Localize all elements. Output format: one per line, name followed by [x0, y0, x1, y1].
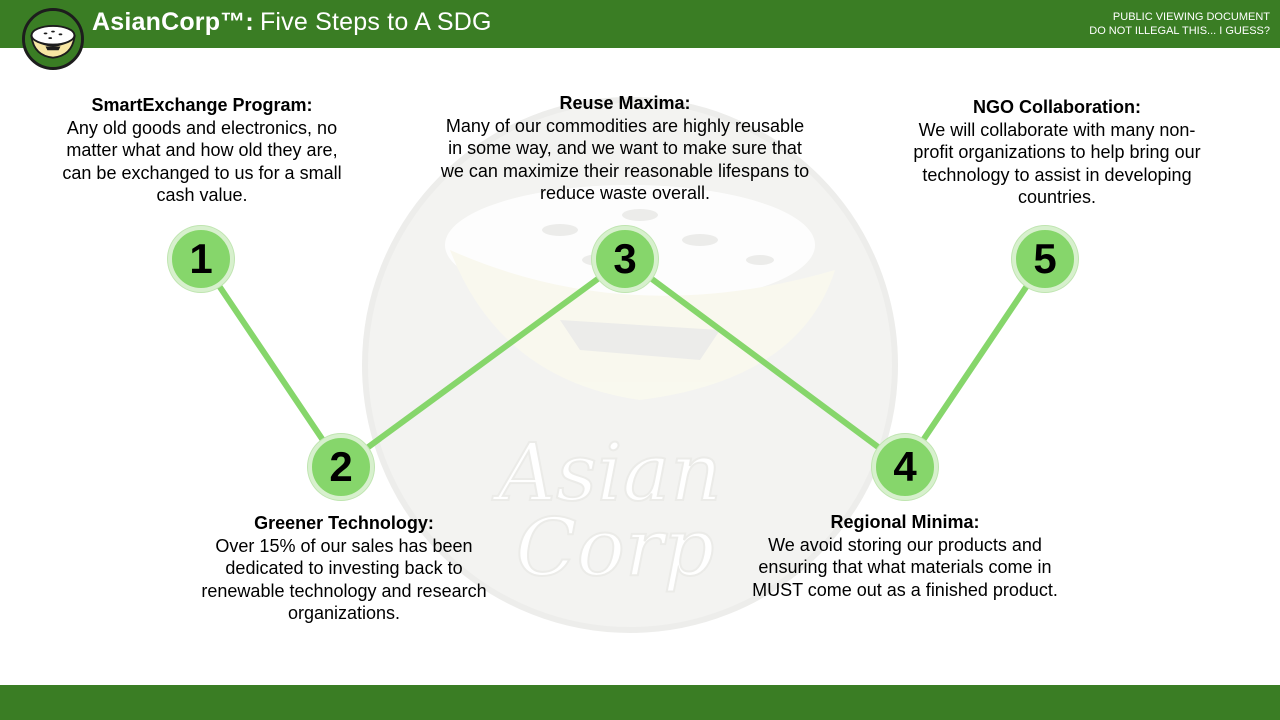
step-number: 5 [1033, 235, 1057, 282]
step-number: 1 [189, 235, 213, 282]
step-description: We avoid storing our products and ensuri… [752, 534, 1058, 600]
step-text-4: Regional Minima: We avoid storing our pr… [748, 511, 1062, 601]
footer-bar [0, 685, 1280, 720]
step-text-2: Greener Technology: Over 15% of our sale… [194, 512, 494, 625]
step-title: Reuse Maxima: [559, 93, 691, 113]
step-title: NGO Collaboration: [973, 97, 1141, 117]
step-number: 4 [893, 443, 917, 490]
step-title: Regional Minima: [830, 512, 980, 532]
watermark-text-line2: Corp [516, 501, 715, 594]
step-title: Greener Technology: [254, 513, 434, 533]
watermark-text-line1: Asian [491, 426, 722, 519]
connector-3-4 [622, 256, 908, 470]
step-description: We will collaborate with many non-profit… [913, 119, 1201, 208]
connector-4-5 [902, 256, 1048, 470]
header-bar [0, 0, 1280, 48]
step-text-5: NGO Collaboration: We will collaborate w… [902, 96, 1212, 209]
step-text-3: Reuse Maxima: Many of our commodities ar… [440, 92, 810, 205]
page-title: AsianCorp™: Five Steps to A SDG [92, 8, 492, 37]
page-subtitle: Five Steps to A SDG [259, 8, 492, 36]
step-node-5: 5 [1012, 226, 1078, 292]
step-title: SmartExchange Program: [91, 95, 313, 115]
logo [22, 8, 84, 70]
notice-line-1: PUBLIC VIEWING DOCUMENT [1112, 11, 1270, 23]
viewing-notice: PUBLIC VIEWING DOCUMENT DO NOT ILLEGAL T… [1089, 10, 1270, 38]
step-node-3: 3 [592, 226, 658, 292]
connector-2-3 [338, 256, 628, 470]
step-text-1: SmartExchange Program: Any old goods and… [52, 94, 352, 207]
step-node-4: 4 [872, 434, 938, 500]
connector-1-2 [198, 256, 344, 470]
step-description: Any old goods and electronics, no matter… [62, 117, 342, 206]
step-number: 2 [329, 443, 353, 490]
step-description: Over 15% of our sales has been dedicated… [201, 535, 487, 624]
brand-name: AsianCorp™: [92, 8, 254, 36]
step-description: Many of our commodities are highly reusa… [440, 115, 810, 204]
step-number: 3 [613, 235, 637, 282]
notice-line-2: DO NOT ILLEGAL THIS... I GUESS? [1089, 25, 1270, 37]
step-node-2: 2 [308, 434, 374, 500]
step-node-1: 1 [168, 226, 234, 292]
rice-bowl-icon [25, 11, 81, 67]
